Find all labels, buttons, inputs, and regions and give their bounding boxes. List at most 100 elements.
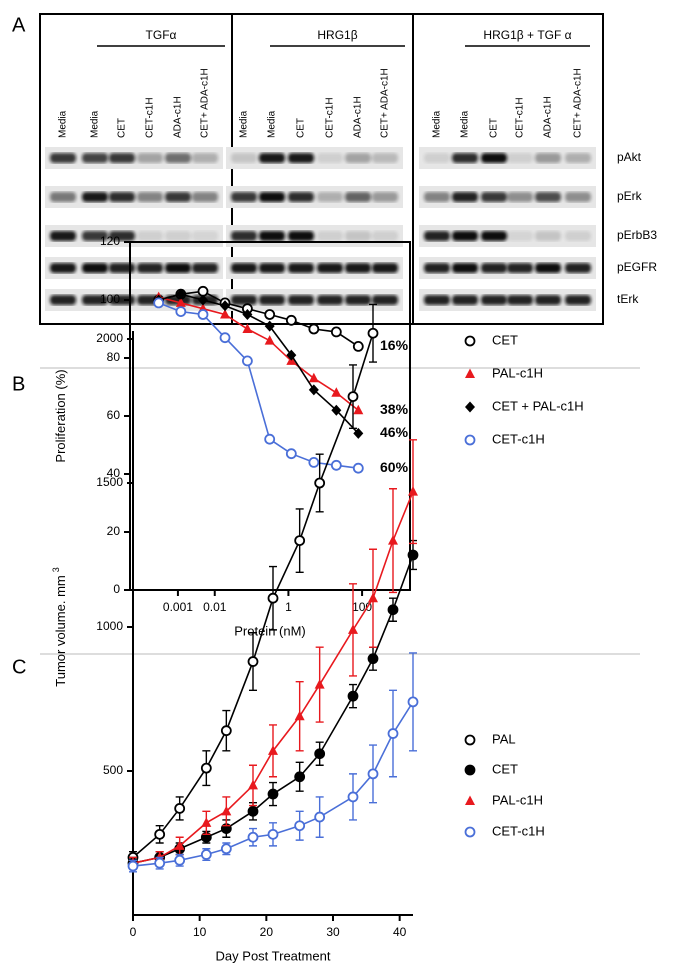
marker	[242, 309, 253, 320]
band	[259, 192, 285, 202]
lane-label: ADA-c1H	[543, 96, 554, 138]
marker	[174, 840, 185, 850]
marker	[308, 456, 320, 468]
marker	[220, 843, 232, 855]
marker	[201, 817, 212, 827]
lane-label: Media	[90, 110, 101, 138]
band	[82, 295, 108, 305]
band	[259, 295, 285, 305]
band	[82, 263, 108, 273]
band	[317, 295, 343, 305]
marker	[314, 477, 326, 489]
lane-label: ADA-c1H	[173, 96, 184, 138]
y-tick-label: 1500	[96, 475, 123, 489]
marker	[314, 748, 326, 760]
lane-label: CET	[489, 118, 500, 138]
marker	[314, 679, 325, 689]
band	[50, 192, 76, 202]
y-tick-label: 20	[107, 524, 121, 538]
lane-label: Media	[239, 110, 250, 138]
marker	[219, 332, 231, 344]
row-label: pAkt	[617, 150, 642, 164]
marker	[367, 768, 379, 780]
band	[288, 295, 314, 305]
row-label: pEGFR	[617, 260, 657, 274]
band	[109, 231, 135, 241]
marker	[347, 391, 359, 403]
y-axis-label-text: Proliferation (%)	[53, 369, 68, 462]
series-line	[158, 302, 359, 469]
band	[452, 192, 478, 202]
band	[452, 263, 478, 273]
lane-label: Media	[58, 110, 69, 138]
band	[50, 263, 76, 273]
band	[452, 153, 478, 163]
band	[345, 231, 371, 241]
marker	[367, 327, 379, 339]
band	[109, 295, 135, 305]
marker	[197, 285, 209, 297]
legend-label: CET	[492, 332, 518, 347]
legend-marker	[464, 764, 476, 776]
lane-label: CET-c1H	[145, 97, 156, 138]
marker	[153, 297, 165, 309]
marker	[200, 849, 212, 860]
group-title: HRG1β + TGF α	[483, 28, 571, 42]
series-line	[158, 293, 359, 434]
marker	[248, 779, 258, 790]
band	[565, 231, 591, 241]
band	[345, 295, 371, 305]
marker	[308, 323, 320, 335]
lane-label: Media	[460, 110, 471, 138]
legend-marker	[465, 368, 475, 378]
band	[507, 263, 533, 273]
marker	[247, 831, 259, 843]
x-axis-label: Protein (nM)	[234, 623, 306, 638]
band	[137, 192, 163, 202]
marker	[285, 314, 297, 326]
blot-strip	[226, 257, 403, 279]
marker	[294, 710, 305, 721]
marker	[264, 309, 276, 320]
lane-label: CET-c1H	[325, 97, 336, 138]
marker	[308, 372, 319, 383]
x-tick-label: 1	[285, 600, 292, 614]
marker	[331, 404, 342, 416]
band	[137, 153, 163, 163]
band	[481, 231, 507, 241]
band	[481, 263, 507, 273]
band	[372, 295, 398, 305]
band	[481, 295, 507, 305]
band	[345, 263, 371, 273]
marker	[264, 335, 275, 345]
band	[192, 231, 218, 241]
band	[288, 192, 314, 202]
marker	[267, 592, 279, 604]
annotation: 46%	[380, 424, 409, 440]
panel-letter: C	[12, 656, 26, 678]
band	[535, 192, 561, 202]
legend-marker	[464, 434, 476, 446]
annotation: 16%	[380, 337, 409, 353]
band	[481, 153, 507, 163]
series-line	[158, 296, 359, 411]
blot-strip	[226, 186, 403, 208]
band	[82, 192, 108, 202]
marker	[368, 592, 378, 603]
marker	[175, 306, 187, 318]
lane-label: CET	[296, 118, 307, 138]
row-label: tErk	[617, 292, 639, 306]
legend-marker	[464, 826, 476, 838]
legend-marker	[465, 795, 475, 805]
x-axis-label: Day Post Treatment	[216, 948, 331, 963]
band	[372, 153, 398, 163]
band	[259, 263, 285, 273]
band	[82, 153, 108, 163]
y-tick-label: 80	[107, 350, 121, 364]
marker	[388, 535, 398, 545]
band	[507, 153, 533, 163]
marker	[198, 294, 209, 306]
band	[535, 231, 561, 241]
band	[50, 231, 76, 241]
